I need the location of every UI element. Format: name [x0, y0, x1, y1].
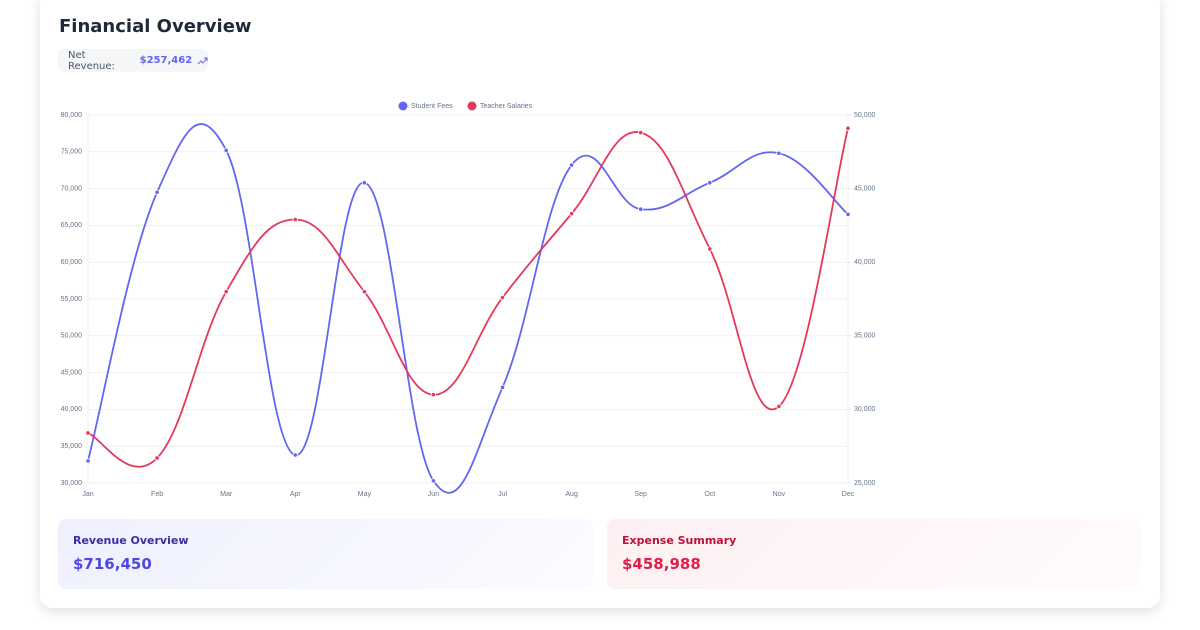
data-point: [430, 478, 437, 484]
legend-label: Teacher Salaries: [480, 103, 533, 110]
series-line: [87, 128, 849, 468]
y-tick-label: 60,000: [61, 259, 83, 266]
page-title: Financial Overview: [59, 16, 252, 37]
x-tick-label: Jul: [498, 491, 507, 498]
x-tick-label: Oct: [704, 491, 715, 498]
y2-tick-label: 40,000: [854, 259, 876, 266]
x-tick-label: Sep: [634, 491, 647, 498]
panel: [40, 0, 1160, 608]
y-tick-label: 80,000: [61, 112, 83, 119]
data-point: [223, 289, 229, 295]
card-title: Expense Summary: [622, 534, 737, 547]
card-title: Revenue Overview: [73, 534, 189, 547]
y2-tick-label: 45,000: [854, 185, 876, 192]
data-point: [292, 216, 298, 223]
data-point: [499, 384, 506, 390]
y-tick-label: 40,000: [61, 406, 83, 413]
y-tick-label: 65,000: [61, 222, 83, 229]
data-point: [499, 294, 506, 301]
data-point: [292, 452, 298, 458]
chart: 30,000 35,000 40,000 45,000 50,000 55,000 60,0…: [61, 101, 876, 498]
data-point: [638, 206, 644, 212]
x-tick-label: Nov: [773, 491, 786, 498]
legend-swatch: [398, 101, 408, 111]
x-tick-label: Mar: [220, 491, 233, 498]
x-tick-label: Feb: [151, 491, 163, 498]
legend-label: Student Fees: [411, 103, 453, 110]
card-value: $716,450: [73, 555, 152, 573]
x-tick-label: Apr: [290, 491, 302, 498]
y-tick-label: 30,000: [61, 480, 83, 487]
y-tick-label: 55,000: [61, 296, 83, 303]
x-tick-label: Aug: [565, 491, 578, 498]
y2-tick-label: 50,000: [854, 112, 876, 119]
data-point: [845, 125, 851, 131]
y2-tick-label: 25,000: [854, 480, 876, 487]
data-point: [223, 147, 229, 153]
card-value: $458,988: [622, 555, 701, 573]
y-tick-label: 75,000: [61, 149, 83, 156]
expense-card: Expense Summary $458,988: [607, 519, 1141, 589]
trend-icon: [197, 57, 208, 64]
data-point: [361, 289, 367, 295]
x-tick-label: Jun: [428, 491, 439, 498]
x-tick-label: May: [358, 491, 372, 498]
series-line: [87, 123, 849, 494]
y2-tick-label: 35,000: [854, 333, 876, 340]
data-point: [776, 150, 782, 156]
badge-label: Net Revenue:: [68, 49, 115, 72]
legend-swatch: [467, 101, 477, 111]
data-point: [707, 246, 713, 252]
data-point: [154, 455, 160, 461]
x-tick-label: Jan: [82, 491, 93, 498]
data-point: [638, 130, 644, 136]
data-point: [569, 162, 575, 168]
data-point: [361, 180, 367, 186]
y-tick-label: 70,000: [61, 185, 83, 192]
y-tick-label: 35,000: [61, 443, 83, 450]
y2-tick-label: 30,000: [854, 406, 876, 413]
y-tick-label: 50,000: [61, 333, 83, 340]
revenue-card: Revenue Overview $716,450: [58, 519, 593, 589]
y-tick-label: 45,000: [61, 369, 83, 376]
data-point: [154, 189, 160, 195]
data-point: [85, 430, 91, 436]
data-point: [85, 458, 91, 464]
data-point: [707, 180, 713, 186]
net-revenue-badge: Net Revenue: $257,462: [58, 49, 208, 72]
data-point: [430, 392, 437, 398]
badge-value: $257,462: [139, 55, 193, 66]
data-point: [776, 403, 782, 410]
x-tick-label: Dec: [842, 491, 855, 498]
data-point: [569, 211, 575, 217]
data-point: [845, 211, 851, 217]
